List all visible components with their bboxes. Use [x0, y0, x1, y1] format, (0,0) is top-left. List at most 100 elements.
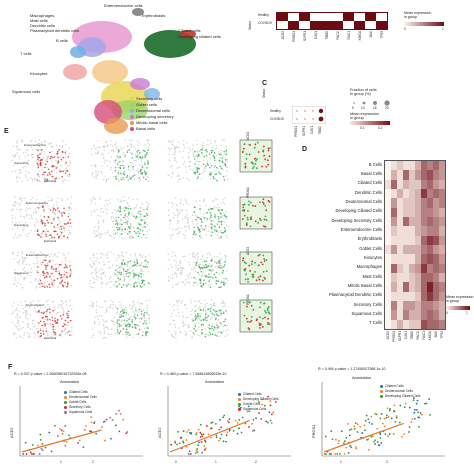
heatmap-cell: [385, 263, 391, 273]
cell-point: [92, 334, 95, 336]
cell-point: [90, 265, 92, 268]
cell-point: [35, 221, 37, 224]
cell-point: [144, 154, 147, 157]
cell-point: [92, 196, 95, 199]
cell-point: [54, 166, 56, 168]
heatmap-cell: [427, 254, 433, 264]
cell-point: [33, 332, 35, 334]
cell-point: [135, 170, 138, 172]
cell-point: [22, 261, 24, 263]
cell-point: [61, 212, 63, 214]
cell-point: [196, 252, 199, 255]
cell-point: [48, 171, 50, 174]
cell-point: [198, 167, 200, 170]
row-label: Squamous Cells: [351, 311, 383, 316]
cell-point: [209, 178, 212, 180]
cell-point: [119, 278, 121, 281]
cell-point: [205, 154, 208, 157]
cell-point: [52, 323, 54, 326]
scatter-point: [178, 442, 181, 445]
cell-point: [62, 210, 65, 213]
cell-point: [45, 233, 47, 236]
cell-point: [197, 329, 199, 331]
heatmap-cell: [391, 273, 397, 283]
scatter-point: [204, 439, 206, 442]
cell-point: [267, 149, 270, 152]
cell-point: [141, 303, 143, 305]
cell-point: [126, 220, 129, 223]
legend-row: Developing Ciliated Cells: [380, 394, 420, 399]
cell-point: [90, 214, 92, 216]
cell-point: [53, 279, 56, 281]
cell-point: [52, 328, 55, 331]
panel-d-gene-labels: ACE2 PROS1 S1PR1 CAV1 TBBD PACC RAC1 KMGA BAX TP5…: [384, 331, 444, 353]
cell-point: [64, 264, 67, 266]
cell-point: [185, 333, 188, 335]
cell-point: [34, 230, 36, 232]
cell-point: [37, 306, 39, 308]
cell-point: [138, 177, 141, 179]
cell-point: [207, 326, 209, 329]
cell-point: [58, 210, 61, 213]
cell-point: [23, 277, 25, 279]
cell-point: [119, 205, 122, 208]
cell-point: [176, 167, 178, 169]
expression-umap: [11, 299, 73, 339]
cell-point: [194, 270, 197, 272]
cell-point: [119, 207, 122, 210]
cell-point: [70, 270, 73, 272]
cell-point: [204, 313, 207, 316]
scatter-point: [111, 419, 114, 421]
cell-point: [116, 254, 119, 257]
cell-point: [127, 334, 130, 336]
cell-point: [137, 172, 140, 175]
cell-point: [176, 228, 178, 231]
panel-c-size-title: Fraction of cells in group (%): [350, 88, 377, 97]
cell-point: [146, 201, 148, 204]
cell-point: [60, 228, 63, 230]
cell-point: [69, 334, 71, 336]
cell-point: [210, 303, 212, 306]
cell-point: [135, 160, 137, 162]
cell-point: [98, 146, 100, 148]
cell-point: [135, 265, 137, 267]
cell-point: [129, 207, 132, 210]
cell-point: [114, 332, 116, 335]
cell-point: [112, 323, 115, 326]
cell-point: [207, 276, 209, 278]
cell-point: [139, 164, 141, 166]
cell-point: [124, 278, 126, 281]
cell-point: [109, 266, 112, 269]
cell-point: [267, 163, 270, 166]
cell-point: [100, 256, 102, 259]
regression-line: [21, 429, 102, 453]
cell-point: [132, 336, 134, 339]
cell-point: [118, 319, 120, 321]
cell-point: [262, 270, 265, 273]
cell-point: [31, 218, 33, 220]
cell-point: [12, 145, 15, 148]
cell-point: [127, 323, 130, 325]
cell-point: [17, 321, 19, 323]
cell-point: [190, 314, 192, 316]
f1-title: Annotation: [60, 379, 80, 384]
cell-point: [265, 165, 268, 168]
scatter-point: [343, 440, 346, 443]
cell-point: [189, 272, 191, 274]
cell-point: [201, 215, 204, 218]
f2-xtick-2: 2: [255, 460, 257, 464]
cell-point: [198, 307, 200, 310]
cell-point: [147, 146, 150, 149]
cell-point: [177, 282, 180, 284]
cell-point: [11, 305, 13, 307]
cell-point: [213, 273, 215, 276]
cell-point: [220, 312, 222, 315]
scatter-point: [361, 432, 364, 434]
heatmap-cell: [439, 282, 445, 292]
cell-point: [112, 172, 114, 174]
cell-point: [253, 157, 256, 160]
cell-point: [41, 168, 43, 171]
cell-point: [195, 160, 198, 163]
cell-point: [267, 147, 270, 150]
heatmap-cell: [391, 291, 397, 301]
